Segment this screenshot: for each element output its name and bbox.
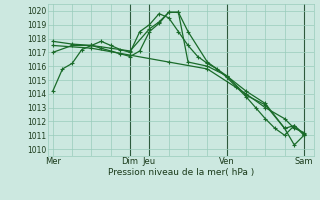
- X-axis label: Pression niveau de la mer( hPa ): Pression niveau de la mer( hPa ): [108, 168, 254, 177]
